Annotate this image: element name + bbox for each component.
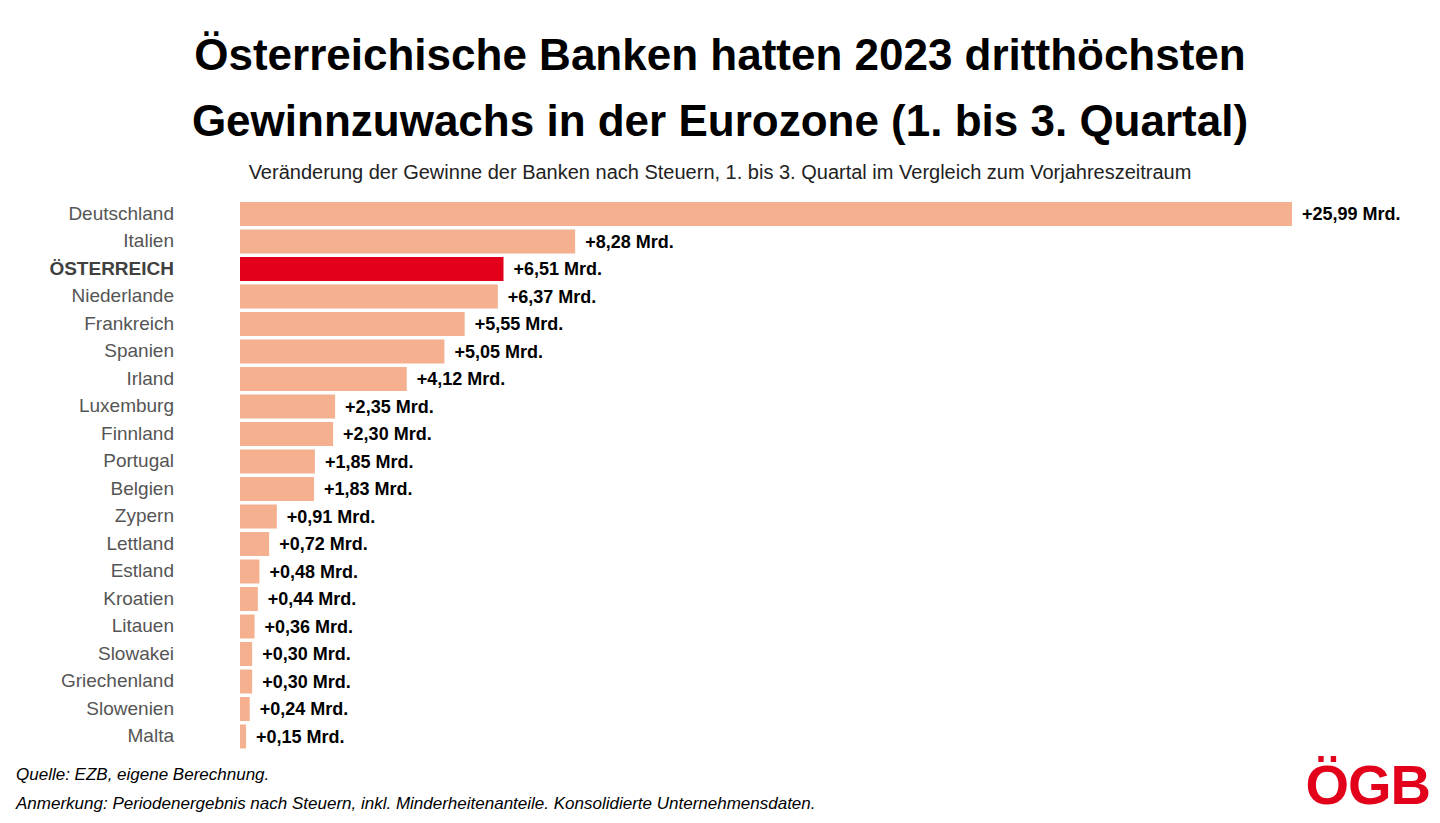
- svg-text:+5,05 Mrd.: +5,05 Mrd.: [454, 342, 543, 362]
- svg-text:Estland: Estland: [111, 560, 174, 581]
- html-text:Quelle: EZB, eigene Berechnung: Quelle: EZB, eigene Berechnung.: [16, 765, 270, 784]
- svg-text:+0,91 Mrd.: +0,91 Mrd.: [287, 507, 376, 527]
- html-text:Veränderung der Gewinne der Ba: Veränderung der Gewinne der Banken nach …: [248, 161, 1192, 183]
- svg-text:Niederlande: Niederlande: [72, 285, 174, 306]
- svg-text:+0,44 Mrd.: +0,44 Mrd.: [268, 589, 357, 609]
- svg-text:Griechenland: Griechenland: [61, 670, 174, 691]
- svg-text:+0,48 Mrd.: +0,48 Mrd.: [269, 562, 358, 582]
- svg-text:+2,30 Mrd.: +2,30 Mrd.: [343, 424, 432, 444]
- svg-text:+2,35 Mrd.: +2,35 Mrd.: [345, 397, 434, 417]
- svg-text:Frankreich: Frankreich: [84, 313, 174, 334]
- svg-text:Finnland: Finnland: [101, 423, 174, 444]
- svg-text:+5,55 Mrd.: +5,55 Mrd.: [475, 314, 564, 334]
- svg-text:Luxemburg: Luxemburg: [79, 395, 174, 416]
- svg-text:Slowenien: Slowenien: [86, 698, 174, 719]
- svg-text:Italien: Italien: [123, 230, 174, 251]
- svg-text:+0,15 Mrd.: +0,15 Mrd.: [256, 727, 345, 747]
- svg-text:+25,99 Mrd.: +25,99 Mrd.: [1302, 204, 1401, 224]
- svg-text:+6,37 Mrd.: +6,37 Mrd.: [508, 287, 597, 307]
- svg-text:Kroatien: Kroatien: [103, 588, 174, 609]
- svg-text:Spanien: Spanien: [104, 340, 174, 361]
- svg-text:+8,28 Mrd.: +8,28 Mrd.: [585, 232, 674, 252]
- svg-text:+1,85 Mrd.: +1,85 Mrd.: [325, 452, 414, 472]
- svg-text:Litauen: Litauen: [112, 615, 174, 636]
- svg-text:+1,83 Mrd.: +1,83 Mrd.: [324, 479, 413, 499]
- svg-text:Irland: Irland: [126, 368, 174, 389]
- html-text:Österreichische Banken hatten: Österreichische Banken hatten 2023 dritt…: [191, 30, 1249, 145]
- html-text:ÖGB: ÖGB: [1305, 753, 1430, 816]
- svg-text:+0,30 Mrd.: +0,30 Mrd.: [262, 644, 351, 664]
- svg-text:+0,30 Mrd.: +0,30 Mrd.: [262, 672, 351, 692]
- svg-text:Belgien: Belgien: [111, 478, 174, 499]
- svg-text:Portugal: Portugal: [103, 450, 174, 471]
- svg-text:Zypern: Zypern: [115, 505, 174, 526]
- svg-text:ÖSTERREICH: ÖSTERREICH: [49, 258, 174, 279]
- svg-text:+0,72 Mrd.: +0,72 Mrd.: [279, 534, 368, 554]
- svg-text:+0,24 Mrd.: +0,24 Mrd.: [260, 699, 349, 719]
- svg-text:Lettland: Lettland: [106, 533, 174, 554]
- svg-text:Deutschland: Deutschland: [68, 203, 174, 224]
- svg-text:+6,51 Mrd.: +6,51 Mrd.: [514, 259, 603, 279]
- svg-text:+0,36 Mrd.: +0,36 Mrd.: [265, 617, 354, 637]
- html-text:Anmerkung: Periodenergebnis na: Anmerkung: Periodenergebnis nach Steuern…: [16, 794, 816, 813]
- svg-text:+4,12 Mrd.: +4,12 Mrd.: [417, 369, 506, 389]
- svg-text:Slowakei: Slowakei: [98, 643, 174, 664]
- svg-text:Malta: Malta: [128, 725, 175, 746]
